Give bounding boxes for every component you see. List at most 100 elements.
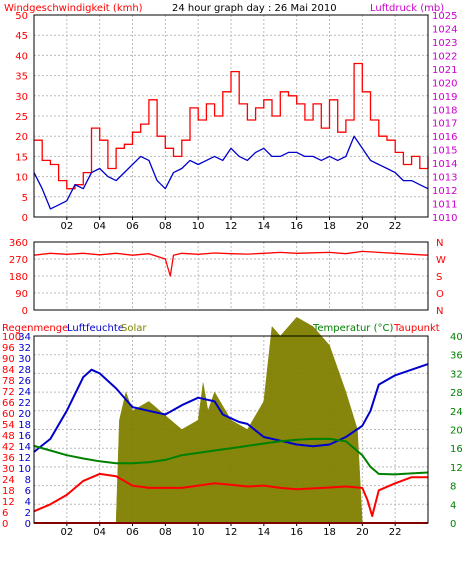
wind-direction-line [33,250,429,277]
wind-y-tick-label: 50 [15,11,28,22]
temp-right-tick-label: 12 [450,463,463,474]
rain-label: Regenmenge [2,323,68,334]
wind-x-tick-label: 16 [290,221,303,232]
pressure-y-tick-label: 1013 [432,173,457,184]
temp-left-tick-label: 10 [18,464,31,475]
temp-left-tick-label: 14 [18,442,31,453]
temp-left-tick-label: 22 [18,398,31,409]
humidity-y-tick-label: 0 [2,519,8,530]
humidity-y-tick-label: 66 [2,398,15,409]
direction-compass-label: N [436,238,443,249]
solar-label: Solar [121,323,147,334]
temperature-label: Temperatur (°C) [312,323,393,334]
temp-left-tick-label: 6 [25,486,31,497]
temp-left-tick-label: 12 [18,453,31,464]
temp-left-tick-label: 34 [18,332,31,343]
wind-y-tick-label: 45 [15,31,28,42]
direction-y-tick-label: 180 [9,272,28,283]
humidity-y-tick-label: 24 [2,475,15,486]
wind-y-tick-label: 5 [22,193,28,204]
humidity-y-tick-label: 90 [2,354,15,365]
humidity-y-tick-label: 42 [2,442,15,453]
temp-right-tick-label: 32 [450,369,463,380]
direction-compass-label: W [436,255,446,266]
wind-y-tick-label: 40 [15,51,28,62]
plot-border [33,14,429,218]
temp-left-tick-label: 30 [18,354,31,365]
pressure-y-tick-label: 1019 [432,92,457,103]
pressure-axis-label: Luftdruck (mb) [370,3,444,14]
humidity-y-tick-label: 12 [2,497,15,508]
pressure-y-tick-label: 1022 [432,51,457,62]
humidity-y-tick-label: 78 [2,376,15,387]
pressure-y-tick-label: 1012 [432,186,457,197]
climate-x-tick-label: 04 [93,527,106,538]
temperature-line [33,437,429,476]
solar-area [34,316,428,524]
pressure-y-tick-label: 1010 [432,213,457,224]
temp-left-tick-label: 26 [18,376,31,387]
humidity-y-tick-label: 60 [2,409,15,420]
pressure-y-tick-label: 1021 [432,65,457,76]
direction-compass-label: N [436,306,443,317]
temp-right-tick-label: 8 [450,482,456,493]
temp-right-tick-label: 36 [450,351,463,362]
humidity-y-tick-label: 6 [2,508,8,519]
pressure-y-tick-label: 1018 [432,105,457,116]
wind-x-tick-label: 10 [192,221,205,232]
humidity-y-tick-label: 36 [2,453,15,464]
plot-layer: 0510152025303540455010101011101210131014… [2,11,463,538]
wind-x-tick-label: 14 [257,221,270,232]
wind-x-tick-label: 12 [225,221,238,232]
wind-x-tick-label: 20 [356,221,369,232]
chart-title: 24 hour graph day : 26 Mai 2010 [172,3,337,14]
pressure-y-tick-label: 1016 [432,132,457,143]
humidity-y-tick-label: 100 [2,332,21,343]
climate-x-tick-label: 08 [159,527,172,538]
temp-left-tick-label: 24 [18,387,31,398]
temp-left-tick-label: 20 [18,409,31,420]
humidity-y-tick-label: 84 [2,365,15,376]
wind-y-tick-label: 20 [15,132,28,143]
wind-y-tick-label: 15 [15,152,28,163]
direction-y-tick-label: 270 [9,255,28,266]
pressure-y-tick-label: 1023 [432,38,457,49]
humidity-y-tick-label: 30 [2,464,15,475]
temp-left-tick-label: 16 [18,431,31,442]
wind-y-tick-label: 30 [15,92,28,103]
direction-compass-label: O [436,289,444,300]
dewpoint-line [33,472,428,517]
direction-y-tick-label: 0 [22,306,28,317]
temp-right-tick-label: 20 [450,426,463,437]
humidity-label: Luftfeuchte [67,323,124,334]
wind-y-tick-label: 25 [15,112,28,123]
humidity-line [33,363,429,453]
plot-border [33,241,429,311]
temp-left-tick-label: 32 [18,343,31,354]
temp-right-tick-label: 4 [450,500,456,511]
direction-y-tick-label: 90 [15,289,28,300]
humidity-y-tick-label: 54 [2,420,15,431]
temp-right-tick-label: 16 [450,444,463,455]
climate-x-tick-label: 16 [290,527,303,538]
pressure-y-tick-label: 1025 [432,11,457,22]
humidity-y-tick-label: 72 [2,387,15,398]
temp-left-tick-label: 28 [18,365,31,376]
temp-right-tick-label: 40 [450,332,463,343]
dewpoint-label: Taupunkt [393,323,440,334]
humidity-y-tick-label: 48 [2,431,15,442]
wind-y-tick-label: 10 [15,173,28,184]
wind-y-tick-label: 35 [15,72,28,83]
climate-x-tick-label: 12 [225,527,238,538]
temp-right-tick-label: 0 [450,519,456,530]
humidity-y-tick-label: 96 [2,343,15,354]
climate-x-tick-label: 06 [126,527,139,538]
temp-left-tick-label: 2 [25,508,31,519]
pressure-y-tick-label: 1014 [432,159,457,170]
wind-x-tick-label: 02 [60,221,73,232]
climate-x-tick-label: 02 [60,527,73,538]
humidity-y-tick-label: 18 [2,486,15,497]
pressure-y-tick-label: 1015 [432,146,457,157]
temp-right-tick-label: 24 [450,407,463,418]
wind-x-tick-label: 22 [389,221,402,232]
